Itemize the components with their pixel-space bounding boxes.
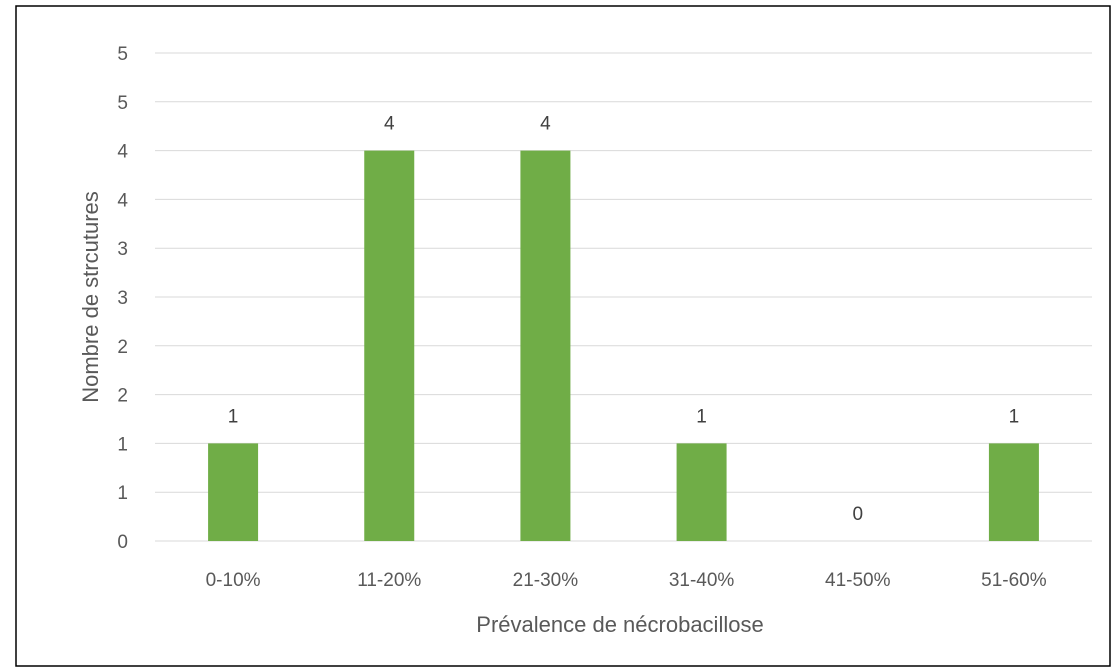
bar	[208, 443, 259, 541]
x-tick-label: 0-10%	[206, 570, 261, 591]
x-tick-label: 21-30%	[513, 570, 579, 591]
y-axis-ticks: 0 1 1 2 2 3 3 4 4 5 5	[117, 44, 128, 553]
gridlines	[155, 52, 1092, 542]
y-tick-label: 5	[117, 93, 128, 114]
y-tick-label: 4	[117, 190, 128, 211]
bar	[676, 443, 727, 541]
y-tick-label: 2	[117, 337, 128, 358]
y-tick-label: 1	[117, 434, 128, 455]
data-label: 1	[1009, 406, 1020, 427]
y-tick-label: 3	[117, 239, 128, 260]
data-label: 4	[540, 114, 551, 135]
x-axis-ticks: 0-10% 11-20% 21-30% 31-40% 41-50% 51-60%	[206, 570, 1047, 591]
data-label: 1	[228, 406, 239, 427]
y-tick-label: 3	[117, 288, 128, 309]
y-tick-label: 2	[117, 386, 128, 407]
bar	[520, 150, 571, 541]
y-tick-label: 0	[117, 532, 128, 553]
y-tick-label: 4	[117, 142, 128, 163]
data-label: 1	[696, 406, 707, 427]
y-axis-title: Nombre de strcutures	[78, 191, 103, 403]
bars	[208, 150, 1039, 541]
bar	[988, 443, 1039, 541]
data-label: 0	[852, 504, 863, 525]
data-label: 4	[384, 114, 395, 135]
x-tick-label: 11-20%	[357, 570, 421, 591]
x-tick-label: 41-50%	[825, 570, 891, 591]
y-tick-label: 5	[117, 44, 128, 65]
x-tick-label: 51-60%	[981, 570, 1047, 591]
x-axis-title: Prévalence de nécrobacillose	[476, 612, 763, 637]
y-tick-label: 1	[117, 483, 128, 504]
bar	[364, 150, 415, 541]
data-labels: 1 4 4 1 0 1	[228, 114, 1019, 525]
x-tick-label: 31-40%	[669, 570, 735, 591]
